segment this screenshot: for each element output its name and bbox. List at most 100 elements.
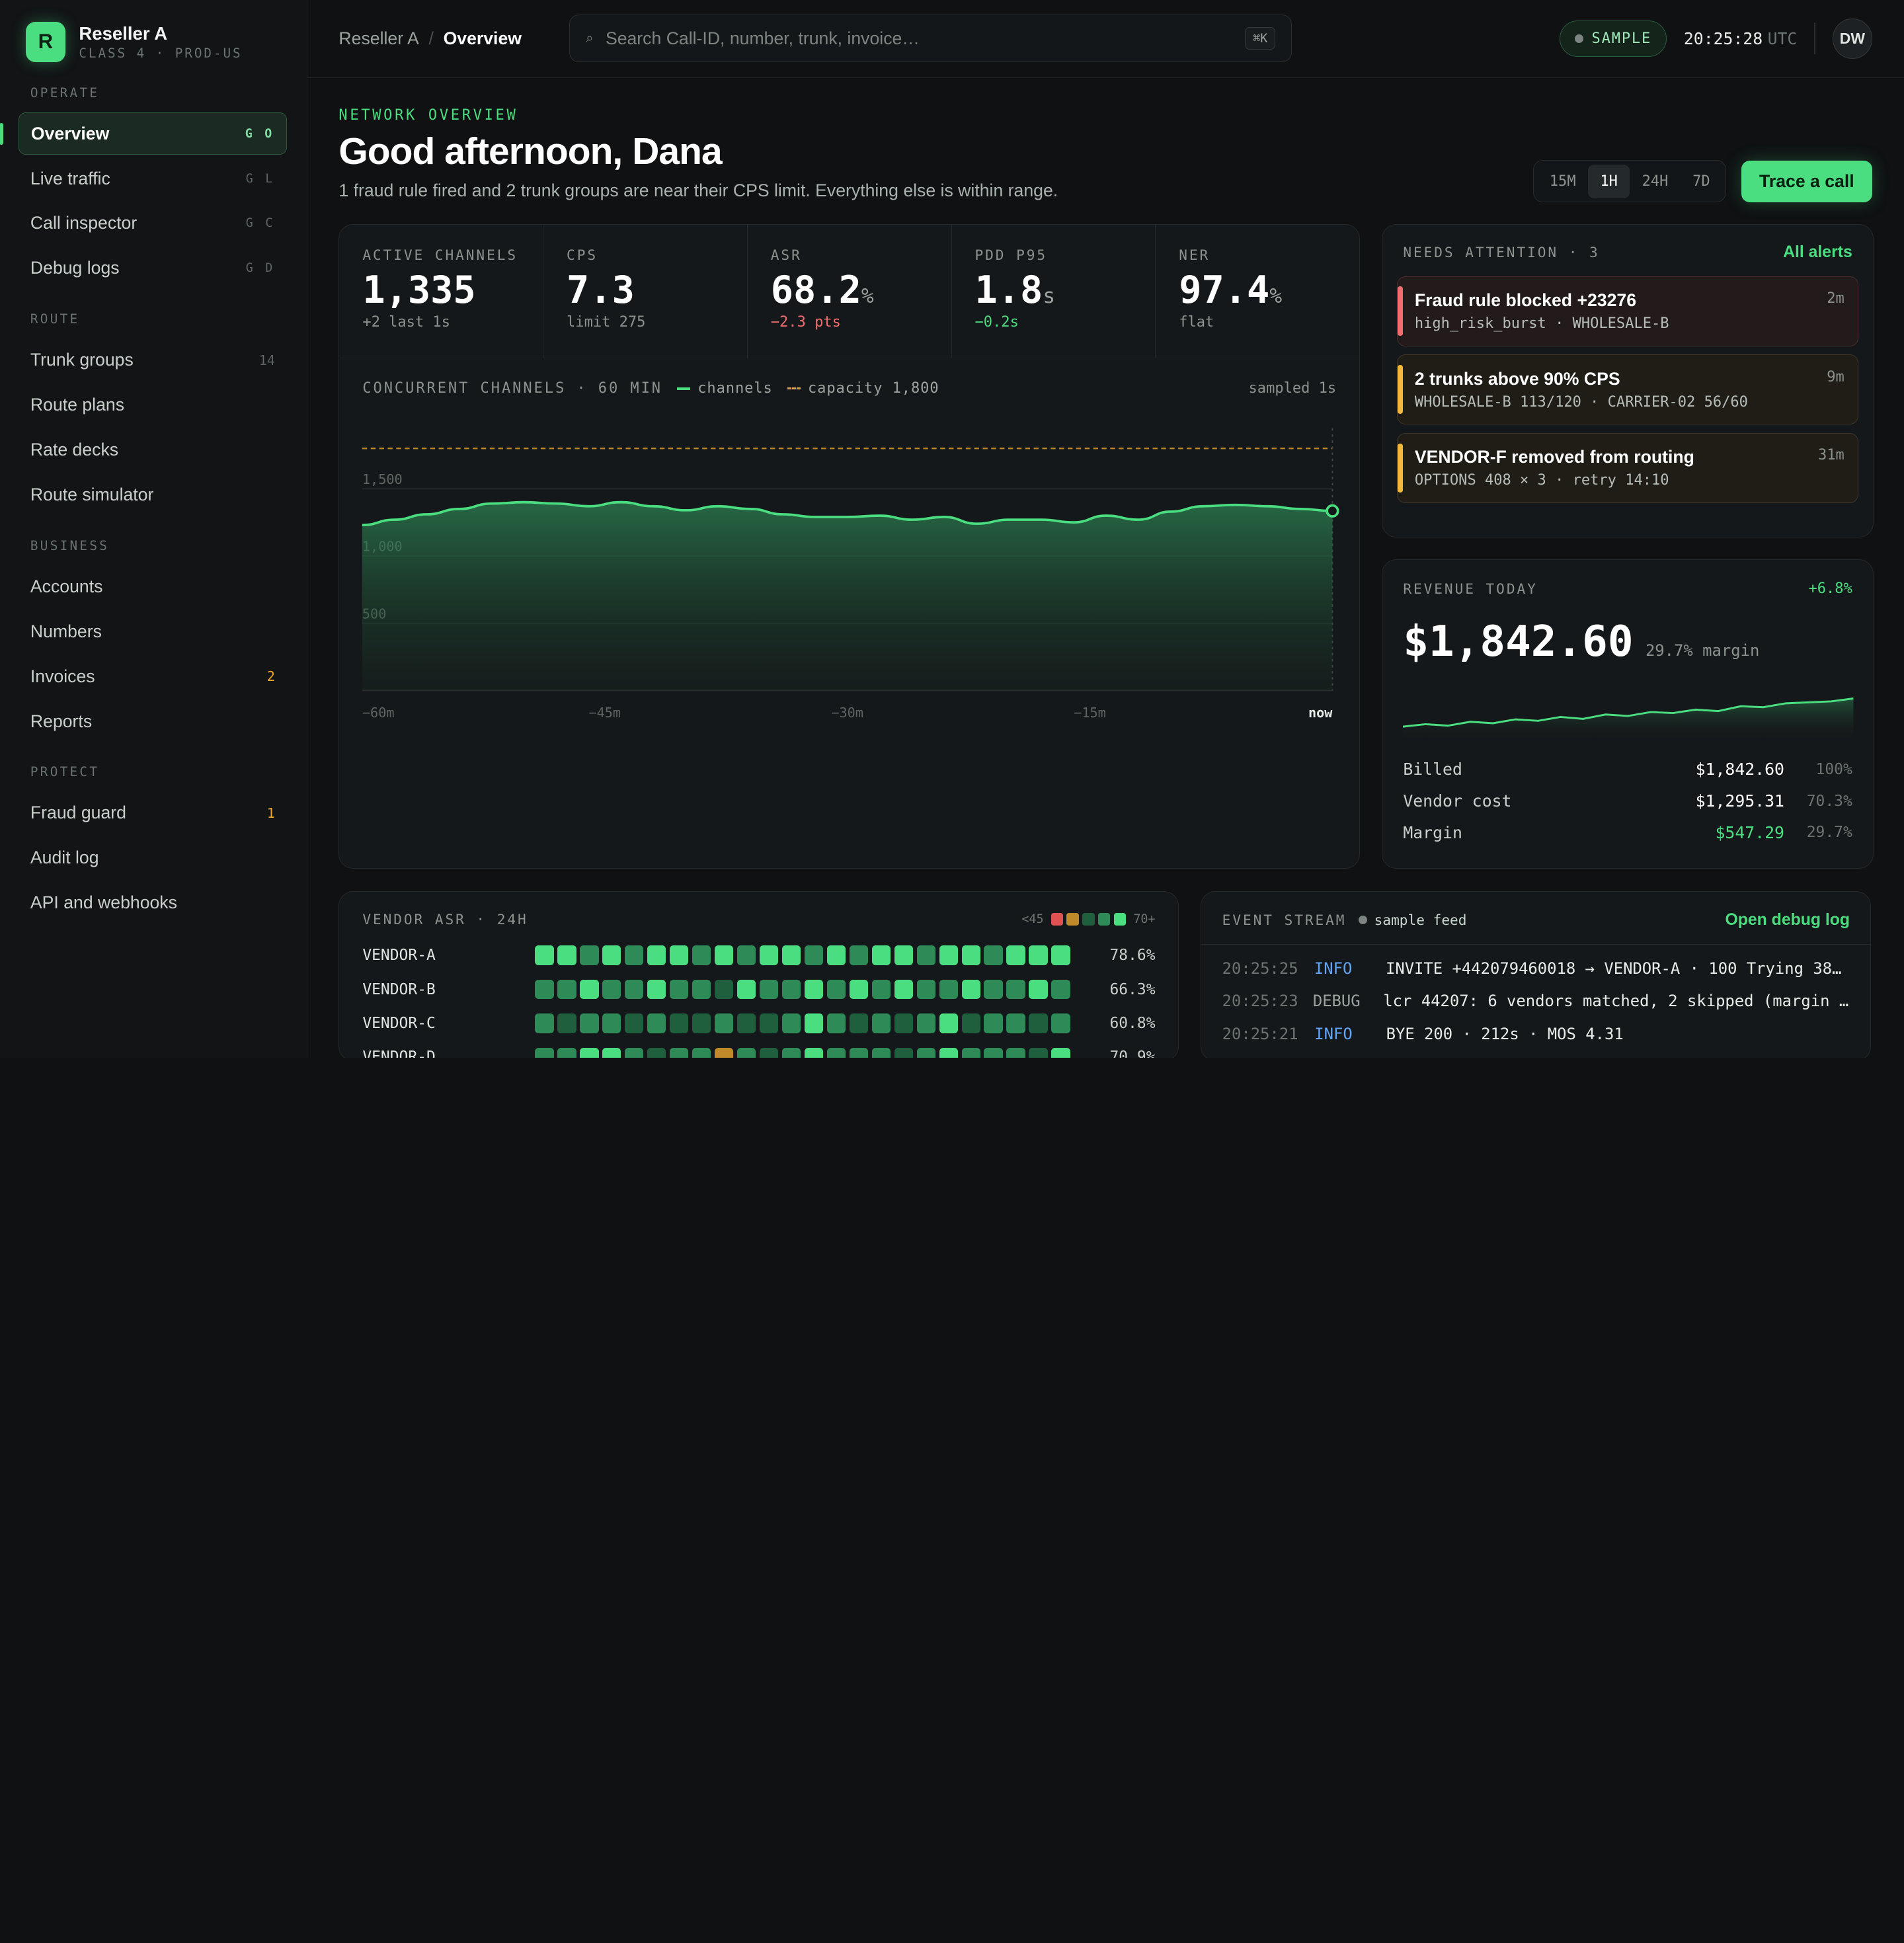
sidebar-item-invoices[interactable]: Invoices 2 bbox=[19, 655, 288, 697]
sidebar-item-route-simulator[interactable]: Route simulator bbox=[19, 473, 288, 516]
shortcut-hint: G D bbox=[245, 261, 275, 276]
heatmap-cell bbox=[602, 945, 621, 965]
heatmap-cell bbox=[759, 945, 779, 965]
range-option-15m[interactable]: 15M bbox=[1549, 173, 1576, 190]
kpi-label: PDD P95 bbox=[974, 247, 1048, 264]
event-level: INFO bbox=[1314, 959, 1353, 978]
vendor-row[interactable]: VENDOR-A 78.6% bbox=[362, 938, 1156, 972]
search-input[interactable] bbox=[605, 28, 1233, 49]
heatmap-cell bbox=[535, 1047, 554, 1058]
heatmap-cell bbox=[1029, 1047, 1048, 1058]
event-row[interactable]: 20:25:23 DEBUG lcr 44207: 6 vendors matche… bbox=[1201, 985, 1870, 1018]
sidebar-item-label: Numbers bbox=[30, 621, 102, 641]
heatmap-cell bbox=[736, 979, 756, 1000]
sidebar-item-label: Call inspector bbox=[30, 213, 138, 233]
page-eyebrow: NETWORK OVERVIEW bbox=[338, 106, 518, 124]
brand[interactable]: R Reseller A CLASS 4 · PROD-US bbox=[19, 22, 288, 62]
sidebar-item-trunk-groups[interactable]: Trunk groups 14 bbox=[19, 338, 288, 381]
sidebar-item-audit-log[interactable]: Audit log bbox=[19, 837, 288, 879]
revenue-row-percent: 70.3% bbox=[1806, 792, 1852, 810]
sidebar-item-overview[interactable]: Overview G O bbox=[0, 112, 288, 155]
vendor-row[interactable]: VENDOR-C 60.8% bbox=[362, 1006, 1156, 1040]
heatmap-cell bbox=[916, 979, 936, 1000]
kpi-pdd-p95: PDD P95 1.8s −0.2s bbox=[952, 225, 1156, 358]
heatmap-cell bbox=[961, 1013, 980, 1033]
heatmap-cell bbox=[894, 979, 914, 1000]
heatmap-cell bbox=[1006, 979, 1025, 1000]
breadcrumb-account[interactable]: Reseller A bbox=[338, 28, 419, 48]
heatmap-cell bbox=[984, 1047, 1003, 1058]
range-option-1h[interactable]: 1H bbox=[1587, 164, 1630, 198]
sidebar-item-accounts[interactable]: Accounts bbox=[19, 565, 288, 608]
heatmap-cell bbox=[894, 945, 914, 965]
kpi-number: 97.4 bbox=[1179, 268, 1270, 312]
clock-timezone: UTC bbox=[1767, 28, 1798, 48]
sample-label: SAMPLE bbox=[1591, 30, 1652, 47]
search-shortcut: ⌘K bbox=[1245, 27, 1276, 50]
legend-capacity: capacity 1,800 bbox=[787, 380, 939, 397]
sidebar-item-debug-logs[interactable]: Debug logs G D bbox=[19, 247, 288, 290]
y-tick-label: 1,500 bbox=[362, 471, 403, 487]
sidebar-item-rate-decks[interactable]: Rate decks bbox=[19, 428, 288, 471]
chart-header: CONCURRENT CHANNELS · 60 MIN channels ca… bbox=[339, 358, 1359, 397]
sidebar-item-call-inspector[interactable]: Call inspector G C bbox=[19, 202, 288, 245]
heatmap-cell bbox=[580, 1047, 599, 1058]
heatmap-cell bbox=[624, 1047, 644, 1058]
trace-call-button[interactable]: Trace a call bbox=[1741, 161, 1873, 202]
avatar[interactable]: DW bbox=[1832, 18, 1873, 59]
heatmap-cell bbox=[647, 979, 666, 1000]
heatmap-cell bbox=[692, 1013, 711, 1033]
heatmap-cell bbox=[826, 945, 846, 965]
search-icon: ⌕ bbox=[586, 30, 594, 46]
sidebar-item-reports[interactable]: Reports bbox=[19, 700, 288, 742]
all-alerts-link[interactable]: All alerts bbox=[1783, 243, 1852, 261]
revenue-margin: 29.7% margin bbox=[1645, 641, 1760, 660]
heatmap-cell bbox=[1051, 1013, 1070, 1033]
sidebar-item-api-and-webhooks[interactable]: API and webhooks bbox=[19, 881, 288, 924]
alert-item[interactable]: VENDOR-F removed from routing OPTIONS 408… bbox=[1397, 432, 1858, 503]
range-option-24h[interactable]: 24H bbox=[1642, 173, 1669, 190]
sidebar-item-live-traffic[interactable]: Live traffic G L bbox=[19, 157, 288, 200]
search-box[interactable]: ⌕ ⌘K bbox=[569, 15, 1292, 63]
event-time: 20:25:25 bbox=[1222, 959, 1298, 978]
vendor-heatmap-cells bbox=[535, 1047, 1070, 1058]
vendor-row[interactable]: VENDOR-D 70.9% bbox=[362, 1041, 1156, 1058]
kpi-value: 97.4% bbox=[1179, 268, 1336, 312]
vendor-heatmap-cells bbox=[535, 1013, 1070, 1033]
vendor-row[interactable]: VENDOR-B 66.3% bbox=[362, 972, 1156, 1006]
kpi-ner: NER 97.4% flat bbox=[1156, 225, 1359, 358]
revenue-change: +6.8% bbox=[1808, 580, 1852, 598]
heatmap-cell bbox=[781, 979, 801, 1000]
kpi-delta: −0.2s bbox=[974, 314, 1019, 331]
nav-section-label: ROUTE bbox=[30, 311, 80, 327]
open-debug-log-link[interactable]: Open debug log bbox=[1725, 910, 1850, 929]
heatmap-cell bbox=[849, 945, 869, 965]
revenue-area bbox=[1403, 698, 1854, 742]
event-row[interactable]: 20:25:21 INFO BYE 200 · 212s · MOS 4.31 bbox=[1201, 1017, 1870, 1051]
alert-item[interactable]: Fraud rule blocked +23276 high_risk_burst… bbox=[1397, 276, 1858, 346]
vendor-heatmap-cells bbox=[535, 979, 1070, 1000]
vendor-name: VENDOR-C bbox=[362, 1014, 436, 1032]
alert-item[interactable]: 2 trunks above 90% CPS WHOLESALE-B 113/12… bbox=[1397, 354, 1858, 425]
heatmap-cell bbox=[1029, 1013, 1048, 1033]
range-option-7d[interactable]: 7D bbox=[1692, 173, 1710, 190]
feed-indicator: sample feed bbox=[1358, 912, 1466, 928]
clock-time: 20:25:28 bbox=[1683, 28, 1763, 48]
heatmap-cell bbox=[916, 945, 936, 965]
heatmap-cell bbox=[759, 979, 779, 1000]
heatmap-cell bbox=[916, 1047, 936, 1058]
heatmap-cell bbox=[557, 1047, 576, 1058]
kpi-cps: CPS 7.3 limit 275 bbox=[543, 225, 748, 358]
kpi-number: 68.2 bbox=[770, 268, 861, 312]
heatmap-cell bbox=[939, 1047, 959, 1058]
revenue-title: REVENUE TODAY bbox=[1403, 580, 1538, 598]
heatmap-cell bbox=[871, 1013, 891, 1033]
heatmap-cell bbox=[736, 1047, 756, 1058]
event-row[interactable]: 20:25:25 INFO INVITE +442079460018 → VENDO… bbox=[1201, 952, 1870, 985]
heatmap-cell bbox=[669, 1013, 689, 1033]
sidebar-item-numbers[interactable]: Numbers bbox=[19, 610, 288, 653]
sidebar-item-fraud-guard[interactable]: Fraud guard 1 bbox=[19, 792, 288, 834]
sidebar-item-route-plans[interactable]: Route plans bbox=[19, 383, 288, 426]
revenue-breakdown: Billed $1,842.60 100% Vendor cost $1,295.31 7… bbox=[1403, 754, 1852, 848]
heatmap-cell bbox=[939, 945, 959, 965]
